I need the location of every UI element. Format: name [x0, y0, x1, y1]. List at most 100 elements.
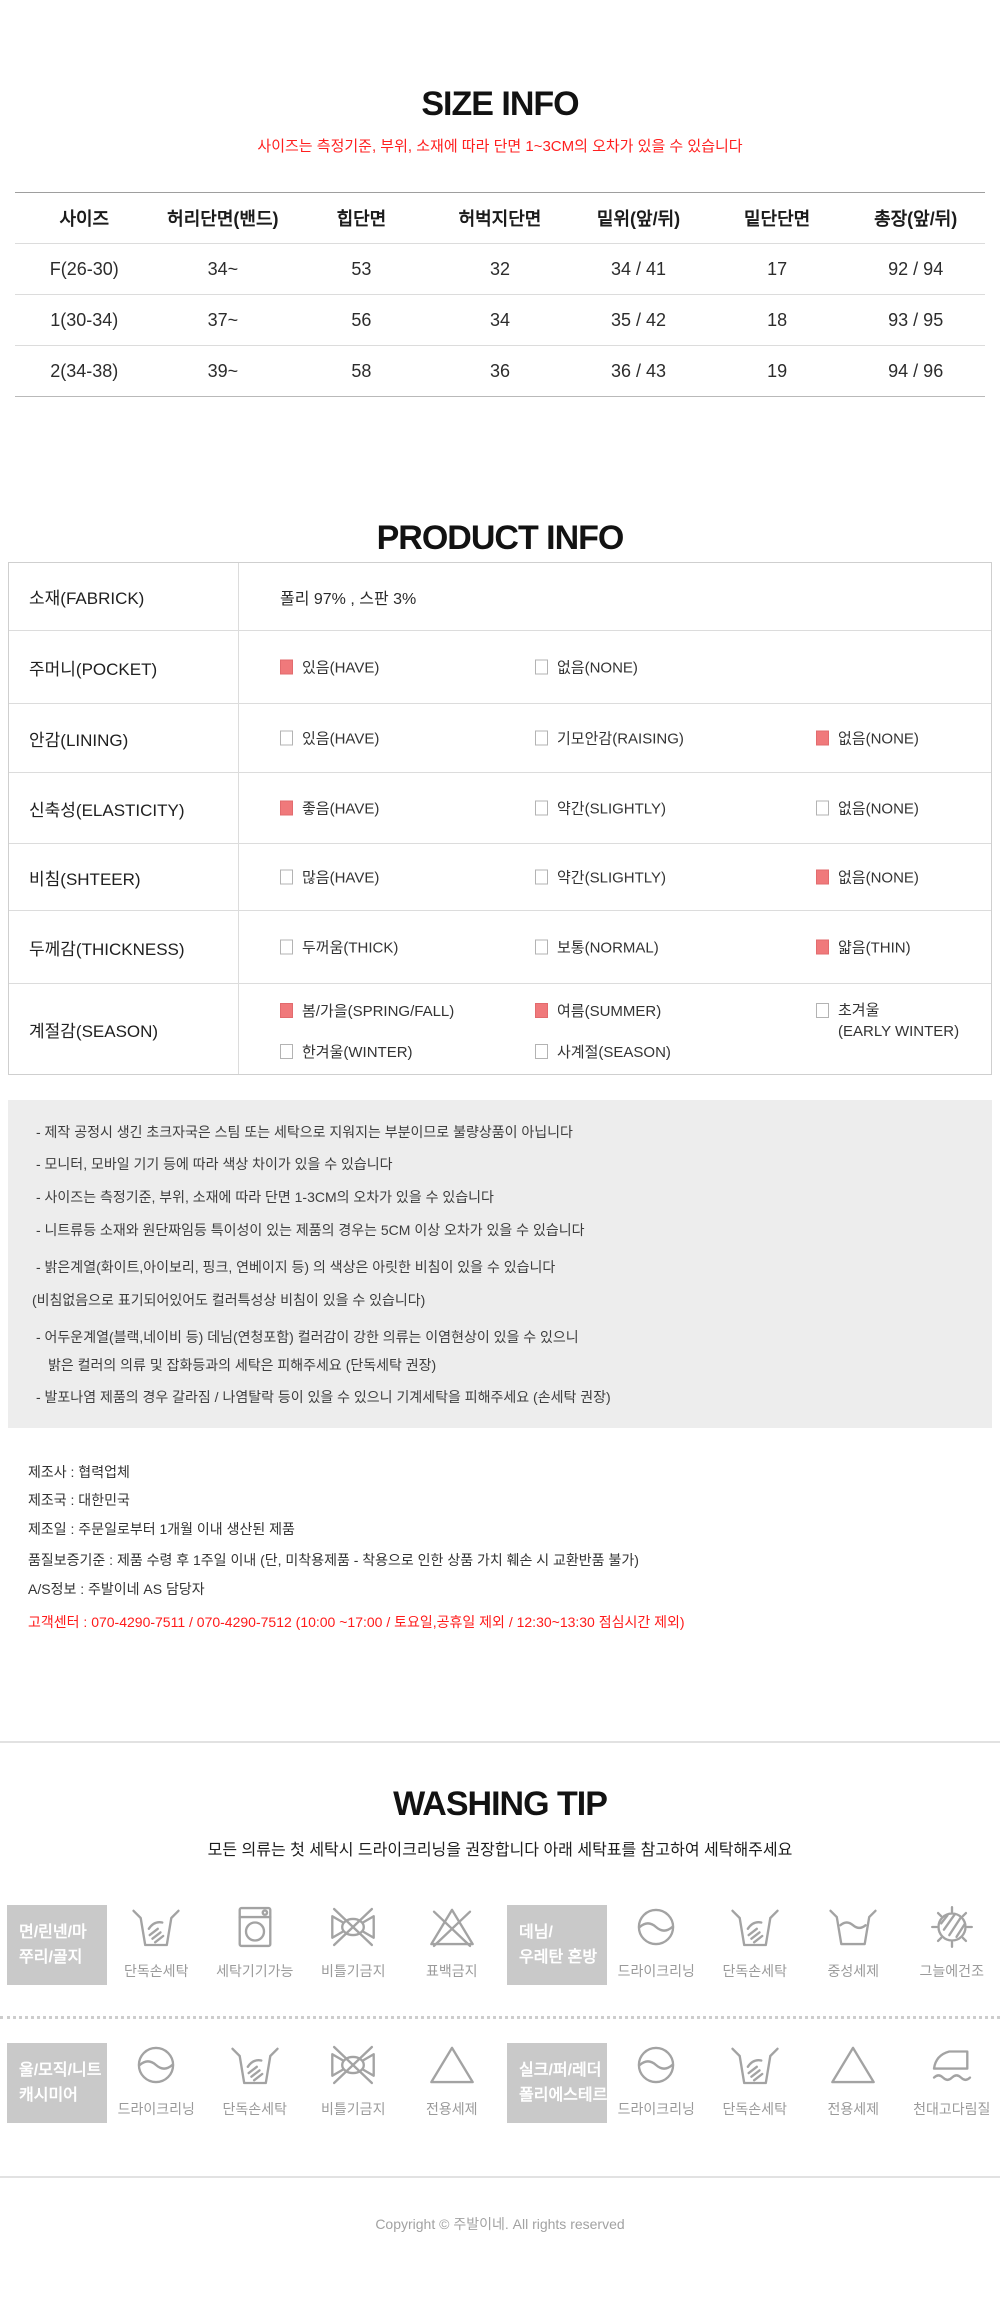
dry-clean-icon: [629, 2038, 683, 2092]
washing-item-label: 단독손세탁: [222, 2101, 287, 2117]
iron-cloth-icon: [925, 2038, 979, 2092]
size-cell: 92 / 94: [846, 243, 985, 295]
checkbox-icon: [280, 730, 293, 746]
washing-item-label: 표백금지: [425, 1963, 478, 1979]
checkbox-icon: [280, 800, 293, 816]
option-label: 보통(NORMAL): [557, 939, 659, 957]
option: 여름(SUMMER): [535, 1000, 661, 1021]
checkbox-icon: [280, 1044, 293, 1059]
size-info-subtitle: 사이즈는 측정기준, 부위, 소재에 따라 단면 1~3CM의 오차가 있을 수…: [257, 138, 743, 155]
washing-item: 단독손세탁: [107, 1900, 206, 1988]
size-cell: 34 / 41: [569, 243, 708, 295]
note-line: - 니트류등 소재와 원단짜임등 특이성이 있는 제품의 경우는 5CM 이상 …: [36, 1222, 585, 1238]
row-label: 안감(LINING): [9, 704, 239, 772]
washing-group-silk: 실크/퍼/레더 폴리에스테르 드라이크리닝 단독손세탁 전용세제 천대고다림질: [507, 2038, 1000, 2126]
washing-item: 단독손세탁: [206, 2038, 305, 2126]
note-line: - 모니터, 모바일 기기 등에 따라 색상 차이가 있을 수 있습니다: [36, 1156, 393, 1172]
checkbox-icon: [535, 869, 548, 885]
no-wring-icon: [326, 2038, 380, 2092]
country-line: 제조국 : 대한민국: [28, 1492, 130, 1508]
washing-category-box: 면/린넨/마 쭈리/골지: [7, 1905, 107, 1985]
row-label: 주머니(POCKET): [9, 631, 239, 703]
option-label: 두꺼움(THICK): [302, 939, 399, 957]
checkbox-icon: [816, 730, 829, 746]
washing-item-label: 그늘에건조: [919, 1963, 984, 1979]
note-line: - 발포나염 제품의 경우 갈라짐 / 나염탈락 등이 있을 수 있으니 기계세…: [36, 1389, 611, 1405]
date-line: 제조일 : 주문일로부터 1개월 이내 생산된 제품: [28, 1521, 295, 1537]
hand-wash-icon: [228, 2038, 282, 2092]
option: 없음(NONE): [816, 867, 919, 888]
size-cell: 17: [707, 243, 847, 295]
washing-item-label: 전용세제: [425, 2101, 478, 2117]
washing-item-label: 드라이크리닝: [117, 2101, 195, 2117]
no-wring-icon: [326, 1900, 380, 1954]
size-cell: 34: [430, 294, 570, 346]
size-cell: F(26-30): [15, 243, 154, 295]
note-line: - 밝은계열(화이트,아이보리, 핑크, 연베이지 등) 의 색상은 아릿한 비…: [36, 1259, 556, 1275]
checkbox-icon: [816, 939, 829, 955]
washing-category-box: 실크/퍼/레더 폴리에스테르: [507, 2043, 607, 2123]
row-label: 소재(FABRICK): [9, 563, 239, 630]
washing-item: 드라이크리닝: [607, 1900, 706, 1988]
option: 봄/가을(SPRING/FALL): [280, 1000, 454, 1021]
option-label: 사계절(SEASON): [557, 1044, 671, 1061]
washing-tip-title: WASHING TIP: [393, 1784, 608, 1823]
option: 없음(NONE): [535, 657, 638, 678]
note-line: - 사이즈는 측정기준, 부위, 소재에 따라 단면 1-3CM의 오차가 있을…: [36, 1189, 494, 1205]
row-label: 계절감(SEASON): [9, 984, 239, 1074]
option: 약간(SLIGHTLY): [535, 867, 666, 888]
washing-item: 표백금지: [403, 1900, 502, 1988]
option: 보통(NORMAL): [535, 937, 659, 958]
size-table: 사이즈 허리단면(밴드) 힙단면 허벅지단면 밑위(앞/뒤) 밑단단면 총장(앞…: [15, 192, 985, 397]
washing-category-box: 울/모직/니트 캐시미어: [7, 2043, 107, 2123]
washing-item: 비틀기금지: [304, 2038, 403, 2126]
product-info-title: PRODUCT INFO: [376, 518, 625, 557]
washing-item-label: 세탁기기가능: [216, 1963, 294, 1979]
washing-item-label: 드라이크리닝: [617, 2101, 695, 2117]
washing-item-label: 중성세제: [827, 1963, 880, 1979]
option: 두꺼움(THICK): [280, 937, 398, 958]
product-row-pocket: 주머니(POCKET) 있음(HAVE) 없음(NONE): [9, 631, 991, 704]
option: 없음(NONE): [816, 728, 919, 749]
row-label: 두께감(THICKNESS): [9, 911, 239, 983]
option: 초겨울 (EARLY WINTER): [816, 1000, 959, 1042]
option-label: 없음(NONE): [838, 730, 919, 748]
note-line: - 제작 공정시 생긴 초크자국은 스팀 또는 세탁으로 지워지는 부분이므로 …: [36, 1124, 573, 1140]
washing-item-label: 비틀기금지: [321, 1963, 386, 1979]
note-line: (비침없음으로 표기되어있어도 컬러특성상 비침이 있을 수 있습니다): [32, 1292, 426, 1308]
option-label: 많음(HAVE): [302, 869, 380, 887]
row-label: 비침(SHTEER): [9, 844, 239, 910]
option: 있음(HAVE): [280, 657, 379, 678]
option: 사계절(SEASON): [535, 1041, 671, 1062]
size-table-row: 2(34-38) 39~ 58 36 36 / 43 19 94 / 96: [15, 346, 985, 397]
dotted-divider: [0, 2016, 1000, 2019]
checkbox-icon: [535, 939, 548, 955]
washing-item: 중성세제: [804, 1900, 903, 1988]
option-label: 좋음(HAVE): [302, 800, 380, 818]
option: 한겨울(WINTER): [280, 1041, 413, 1062]
option: 좋음(HAVE): [280, 798, 379, 819]
detergent-triangle-icon: [826, 2038, 880, 2092]
option: 없음(NONE): [816, 798, 919, 819]
checkbox-icon: [280, 659, 293, 675]
washing-item-label: 단독손세탁: [124, 1963, 189, 1979]
size-cell: 34~: [153, 243, 293, 295]
checkbox-icon: [280, 939, 293, 955]
option-label: 봄/가을(SPRING/FALL): [302, 1003, 455, 1020]
checkbox-icon: [535, 800, 548, 816]
size-cell: 93 / 95: [846, 294, 985, 346]
size-cell: 1(30-34): [15, 294, 154, 346]
size-col-header: 허벅지단면: [430, 192, 570, 244]
product-row-thickness: 두께감(THICKNESS) 두꺼움(THICK) 보통(NORMAL) 얇음(…: [9, 911, 991, 984]
washing-category-box: 데님/ 우레탄 혼방: [507, 1905, 607, 1985]
dry-clean-icon: [629, 1900, 683, 1954]
option-label: 있음(HAVE): [302, 659, 380, 677]
washing-group-denim: 데님/ 우레탄 혼방 드라이크리닝 단독손세탁 중성세제 그늘에건조: [507, 1900, 1000, 1988]
washing-group-cotton: 면/린넨/마 쭈리/골지 단독손세탁 세탁기기가능 비틀기금지 표백금지: [7, 1900, 501, 1988]
size-info-title: SIZE INFO: [421, 84, 579, 123]
checkbox-icon: [535, 1044, 548, 1059]
checkbox-icon: [535, 730, 548, 746]
size-col-header: 허리단면(밴드): [153, 192, 293, 244]
no-bleach-icon: [425, 1900, 479, 1954]
washing-item-label: 비틀기금지: [321, 2101, 386, 2117]
